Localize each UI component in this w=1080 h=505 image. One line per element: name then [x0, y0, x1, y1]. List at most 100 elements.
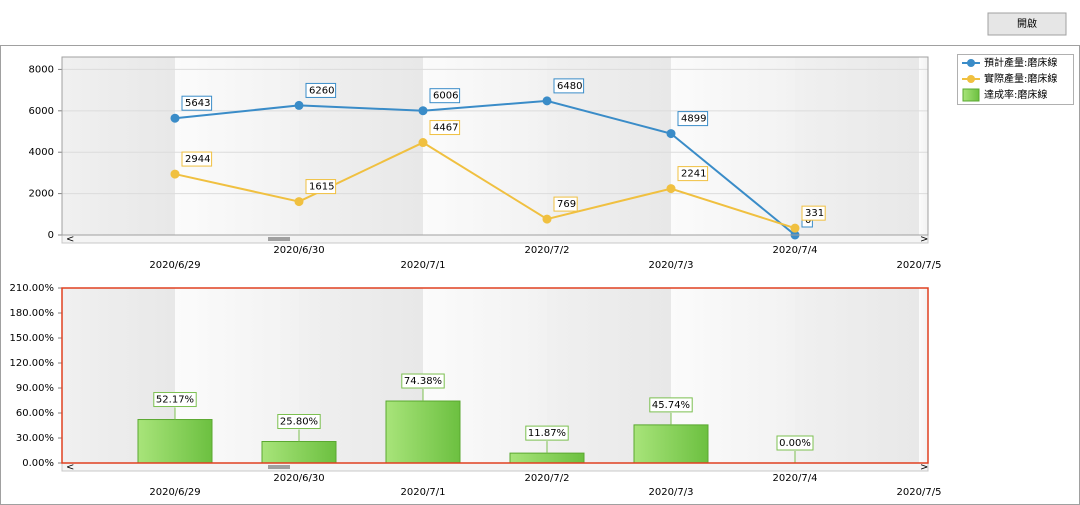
plot-band	[919, 288, 928, 463]
x-tick-label: 2020/7/4	[773, 245, 818, 256]
point	[542, 96, 552, 106]
data-label: 11.87%	[528, 428, 566, 439]
data-label-box	[553, 196, 578, 212]
scrollbar	[61, 462, 929, 472]
data-label-box	[277, 414, 321, 429]
data-label: 4467	[433, 123, 458, 134]
data-label: 6006	[433, 91, 458, 102]
y-tick-label: 210.00%	[10, 283, 55, 294]
data-label: 1615	[309, 182, 334, 193]
y-tick-label: 90.00%	[16, 383, 54, 394]
plot-band	[795, 57, 919, 235]
x-tick-label: 2020/6/29	[149, 260, 200, 271]
x-tick-label: 2020/7/3	[649, 260, 694, 271]
data-label-box	[305, 179, 337, 195]
data-label: 52.17%	[156, 395, 194, 406]
legend-label: 達成率:磨床線	[984, 88, 1047, 101]
point	[666, 129, 676, 139]
point	[542, 214, 552, 224]
point	[170, 169, 180, 179]
data-label-box	[525, 425, 569, 441]
data-label-box	[429, 88, 461, 104]
data-label-box	[181, 151, 213, 167]
bar	[137, 419, 213, 464]
point	[294, 100, 304, 110]
y-tick-label: 120.00%	[10, 358, 55, 369]
series-line	[174, 99, 796, 236]
data-label: 0.00%	[779, 438, 811, 449]
scroll-thumb	[268, 465, 290, 469]
data-label: 769	[557, 199, 576, 210]
plot-band	[62, 57, 175, 235]
x-tick-label: 2020/7/1	[401, 260, 446, 271]
scroll-right: >	[920, 234, 928, 245]
data-label-box	[553, 78, 585, 94]
y-tick-label: 150.00%	[10, 333, 55, 344]
open-button-label[interactable]: 開啟	[1017, 17, 1037, 30]
data-label: 74.38%	[404, 376, 442, 387]
y-tick-label: 6000	[29, 106, 54, 117]
plot-border	[61, 56, 929, 236]
bar	[509, 452, 585, 464]
data-label: 4899	[681, 114, 706, 125]
y-tick-label: 4000	[29, 147, 54, 158]
data-label: 2944	[185, 154, 210, 165]
x-tick-label: 2020/7/3	[649, 487, 694, 498]
data-label-box	[153, 392, 197, 408]
y-tick-label: 0.00%	[22, 458, 54, 469]
data-label-box	[429, 120, 461, 136]
plot-band	[175, 57, 299, 235]
scroll-left: <	[66, 234, 74, 245]
y-tick-label: 8000	[29, 64, 54, 75]
data-label: 6260	[309, 85, 334, 96]
plot-band	[919, 57, 928, 235]
scroll-right: >	[920, 462, 928, 473]
point	[666, 184, 676, 194]
x-tick-label: 2020/7/1	[401, 487, 446, 498]
data-label-box	[776, 435, 814, 451]
plot-band	[795, 288, 919, 463]
x-tick-label: 2020/7/5	[897, 260, 942, 271]
point	[294, 197, 304, 207]
bar	[385, 400, 461, 464]
x-tick-label: 2020/6/30	[273, 245, 324, 256]
x-tick-label: 2020/7/4	[773, 473, 818, 484]
scroll-left: <	[66, 462, 74, 473]
series-line	[174, 141, 796, 230]
data-label-box	[181, 95, 213, 111]
data-label-box	[677, 166, 709, 182]
y-tick-label: 60.00%	[16, 408, 54, 419]
x-tick-label: 2020/7/5	[897, 487, 942, 498]
point	[790, 223, 800, 233]
data-label: 331	[805, 208, 824, 219]
legend-label: 實際產量:磨床線	[984, 72, 1057, 85]
point	[418, 138, 428, 148]
data-label: 2241	[681, 169, 706, 180]
y-tick-label: 0	[48, 230, 54, 241]
bar	[633, 424, 709, 464]
x-tick-label: 2020/6/30	[273, 473, 324, 484]
data-label-box	[649, 397, 693, 413]
data-label-box	[677, 111, 709, 127]
y-tick-label: 30.00%	[16, 433, 54, 444]
x-tick-label: 2020/7/2	[525, 245, 570, 256]
point	[418, 106, 428, 116]
legend-label: 預計產量:磨床線	[984, 56, 1057, 69]
data-label-box	[305, 82, 337, 98]
legend-marker	[967, 59, 975, 67]
data-label: 45.74%	[652, 400, 690, 411]
x-tick-label: 2020/7/2	[525, 473, 570, 484]
data-label-box	[801, 205, 826, 221]
plot-band	[671, 57, 795, 235]
x-tick-label: 2020/6/29	[149, 487, 200, 498]
data-label-box	[401, 373, 445, 389]
y-tick-label: 180.00%	[10, 308, 55, 319]
legend-swatch	[962, 88, 980, 102]
plot-border	[61, 287, 929, 464]
bar	[261, 441, 337, 464]
open-button[interactable]	[987, 12, 1067, 36]
data-label: 6480	[557, 81, 582, 92]
scroll-thumb	[268, 237, 290, 241]
legend-marker	[967, 75, 975, 83]
